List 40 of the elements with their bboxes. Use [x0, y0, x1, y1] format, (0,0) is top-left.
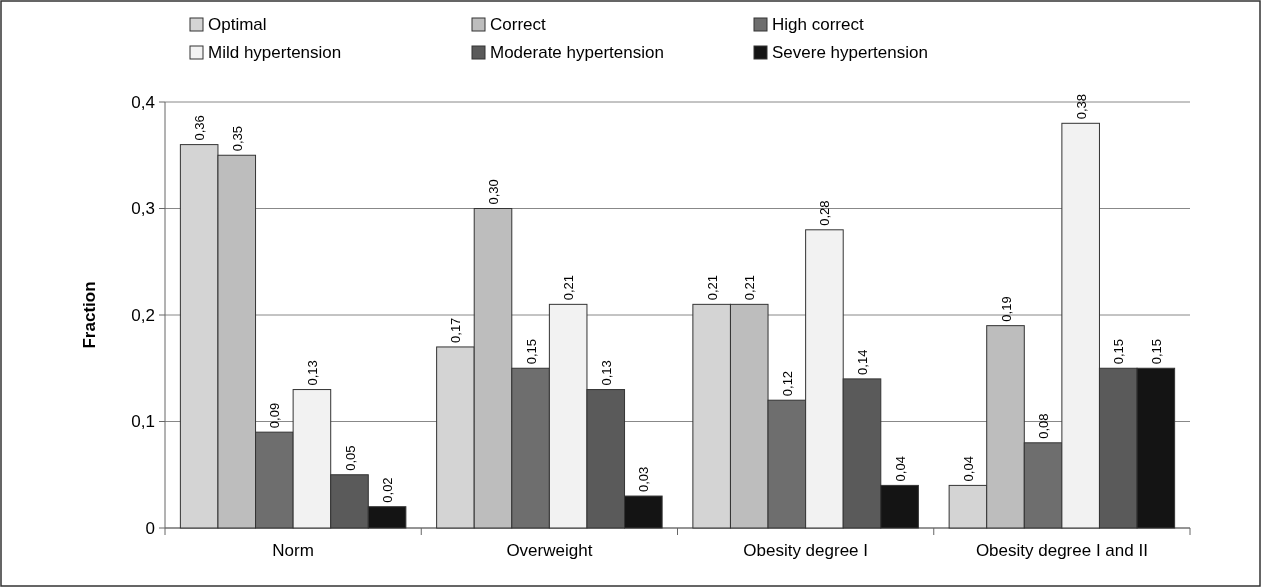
- data-label: 0,09: [267, 402, 283, 429]
- data-label: 0,12: [779, 370, 795, 397]
- data-label: 0,05: [342, 445, 358, 471]
- y-tick-label: 0,4: [131, 92, 155, 112]
- legend-label: Optimal: [208, 15, 267, 34]
- data-label: 0,04: [960, 456, 976, 482]
- y-tick-label: 0,3: [131, 199, 155, 219]
- data-label: 0,15: [523, 338, 539, 365]
- data-label: 0,02: [380, 477, 396, 503]
- y-tick-label: 0,2: [131, 305, 155, 325]
- legend-label: Correct: [490, 15, 547, 34]
- y-tick-label: 0: [145, 518, 155, 538]
- data-label: 0,08: [1036, 413, 1052, 439]
- data-label: 0,21: [742, 275, 758, 301]
- data-label: 0,35: [229, 125, 245, 152]
- x-tick-label: Norm: [272, 541, 314, 560]
- data-label: 0,21: [561, 275, 577, 301]
- data-label: 0,13: [304, 360, 320, 386]
- legend-label: Severe hypertension: [772, 43, 928, 62]
- y-axis-title: Fraction: [80, 281, 99, 349]
- data-label: 0,04: [892, 456, 908, 482]
- data-label: 0,30: [486, 179, 501, 205]
- y-tick-label: 0,1: [131, 412, 155, 432]
- legend-label: High correct: [772, 15, 864, 34]
- data-label: 0,15: [1111, 338, 1127, 365]
- data-label: 0,13: [598, 360, 614, 386]
- data-label: 0,28: [817, 200, 833, 226]
- data-label: 0,14: [855, 349, 870, 375]
- data-label: 0,36: [192, 115, 208, 141]
- data-label: 0,38: [1073, 93, 1089, 120]
- data-label: 0,21: [704, 275, 720, 301]
- data-label: 0,17: [448, 317, 464, 343]
- legend-label: Mild hypertension: [208, 43, 342, 62]
- data-label: 0,03: [636, 466, 652, 493]
- x-tick-label: Obesity degree I and II: [975, 541, 1148, 560]
- data-label: 0,15: [1148, 338, 1164, 365]
- x-tick-label: Obesity degree I: [743, 541, 868, 560]
- data-label: 0,19: [998, 296, 1014, 322]
- legend-label: Moderate hypertension: [490, 43, 664, 62]
- x-tick-label: Overweight: [506, 541, 593, 560]
